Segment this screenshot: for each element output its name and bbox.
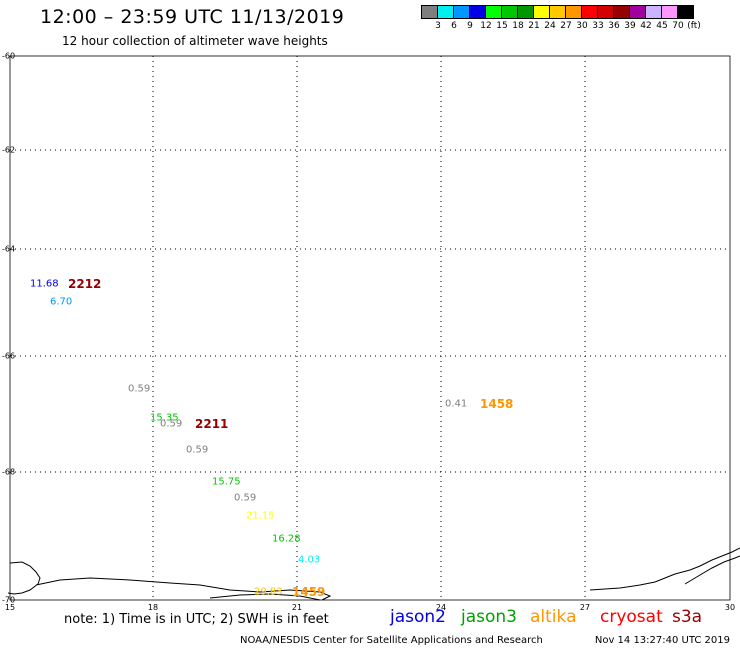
wave-height-value: 0.59: [234, 492, 257, 504]
note-text: note: 1) Time is in UTC; 2) SWH is in fe…: [64, 612, 329, 627]
latitude-label: -70: [2, 595, 16, 605]
color-scale-label: 24: [544, 21, 556, 31]
page-title: 12:00 – 23:59 UTC 11/13/2019: [40, 6, 345, 28]
wave-height-value: 6.70: [50, 296, 73, 308]
wave-height-value: 0.59: [160, 418, 183, 430]
longitude-label: 27: [579, 603, 591, 612]
color-scale-labels: 3 6 9 12 15 18 21 24 27 30 33 36 39 42 45 70 (ft): [422, 21, 740, 33]
pass-time-label: 1459: [292, 585, 326, 599]
color-scale: [421, 5, 694, 19]
color-scale-label: 18: [512, 21, 524, 31]
latitude-label: -60: [2, 51, 16, 61]
latitude-label: -66: [2, 351, 16, 361]
color-scale-label: 9: [467, 21, 473, 31]
color-scale-label: 6: [451, 21, 457, 31]
map-frame: [9, 55, 731, 601]
footer-timestamp: Nov 14 13:27:40 UTC 2019: [594, 635, 730, 646]
color-scale-label: 39: [624, 21, 636, 31]
legend-s3a: s3a: [672, 607, 703, 627]
wave-height-value: 21.15: [246, 510, 275, 522]
pass-time-label: 1458: [480, 397, 514, 411]
color-scale-label: 12: [480, 21, 492, 31]
legend-jason3: jason3: [461, 607, 517, 627]
wave-height-value: 0.59: [186, 444, 209, 456]
color-scale-label: 33: [592, 21, 604, 31]
longitude-label: 24: [435, 603, 447, 612]
longitude-label: 21: [291, 603, 303, 612]
footer: NOAA/NESDIS Center for Satellite Applica…: [240, 635, 730, 646]
latitude-label: -62: [2, 145, 16, 155]
color-scale-label: 15: [496, 21, 508, 31]
longitude-label: 18: [147, 603, 159, 612]
wave-height-value: 15.35: [150, 412, 179, 424]
wave-height-value: 0.59: [128, 383, 151, 395]
legend-altika: altika: [530, 607, 577, 627]
pass-time-label: 2211: [195, 417, 229, 431]
legend-jason2: jason2: [390, 607, 446, 627]
wave-height-value: 29.83: [254, 586, 283, 598]
legend-cryosat: cryosat: [600, 607, 663, 627]
wave-height-value: 15.75: [212, 476, 241, 488]
longitude-label: 15: [4, 603, 16, 612]
latitude-label: -68: [2, 467, 16, 477]
wave-height-value: 0.41: [445, 398, 468, 410]
color-scale-label: 27: [560, 21, 572, 31]
wave-height-value: 16.28: [272, 533, 301, 545]
color-scale-label: 42: [640, 21, 652, 31]
antarctic-coastline: [7, 547, 740, 601]
page-subtitle: 12 hour collection of altimeter wave hei…: [62, 34, 328, 48]
color-scale-label: 21: [528, 21, 540, 31]
latitude-label: -64: [2, 244, 16, 254]
wave-height-value: 4.03: [298, 554, 321, 566]
pass-time-label: 2212: [68, 277, 102, 291]
longitude-label: 30: [724, 603, 736, 612]
graticule: [10, 56, 730, 600]
wave-height-value: 11.68: [30, 278, 59, 290]
color-scale-label: 45: [656, 21, 668, 31]
color-scale-label: 30: [576, 21, 588, 31]
color-swatch: [677, 5, 694, 19]
color-scale-label: 70: [672, 21, 684, 31]
footer-credit: NOAA/NESDIS Center for Satellite Applica…: [240, 635, 543, 646]
color-scale-label: 3: [435, 21, 441, 31]
color-scale-label: 36: [608, 21, 620, 31]
color-scale-label: (ft): [687, 21, 701, 31]
